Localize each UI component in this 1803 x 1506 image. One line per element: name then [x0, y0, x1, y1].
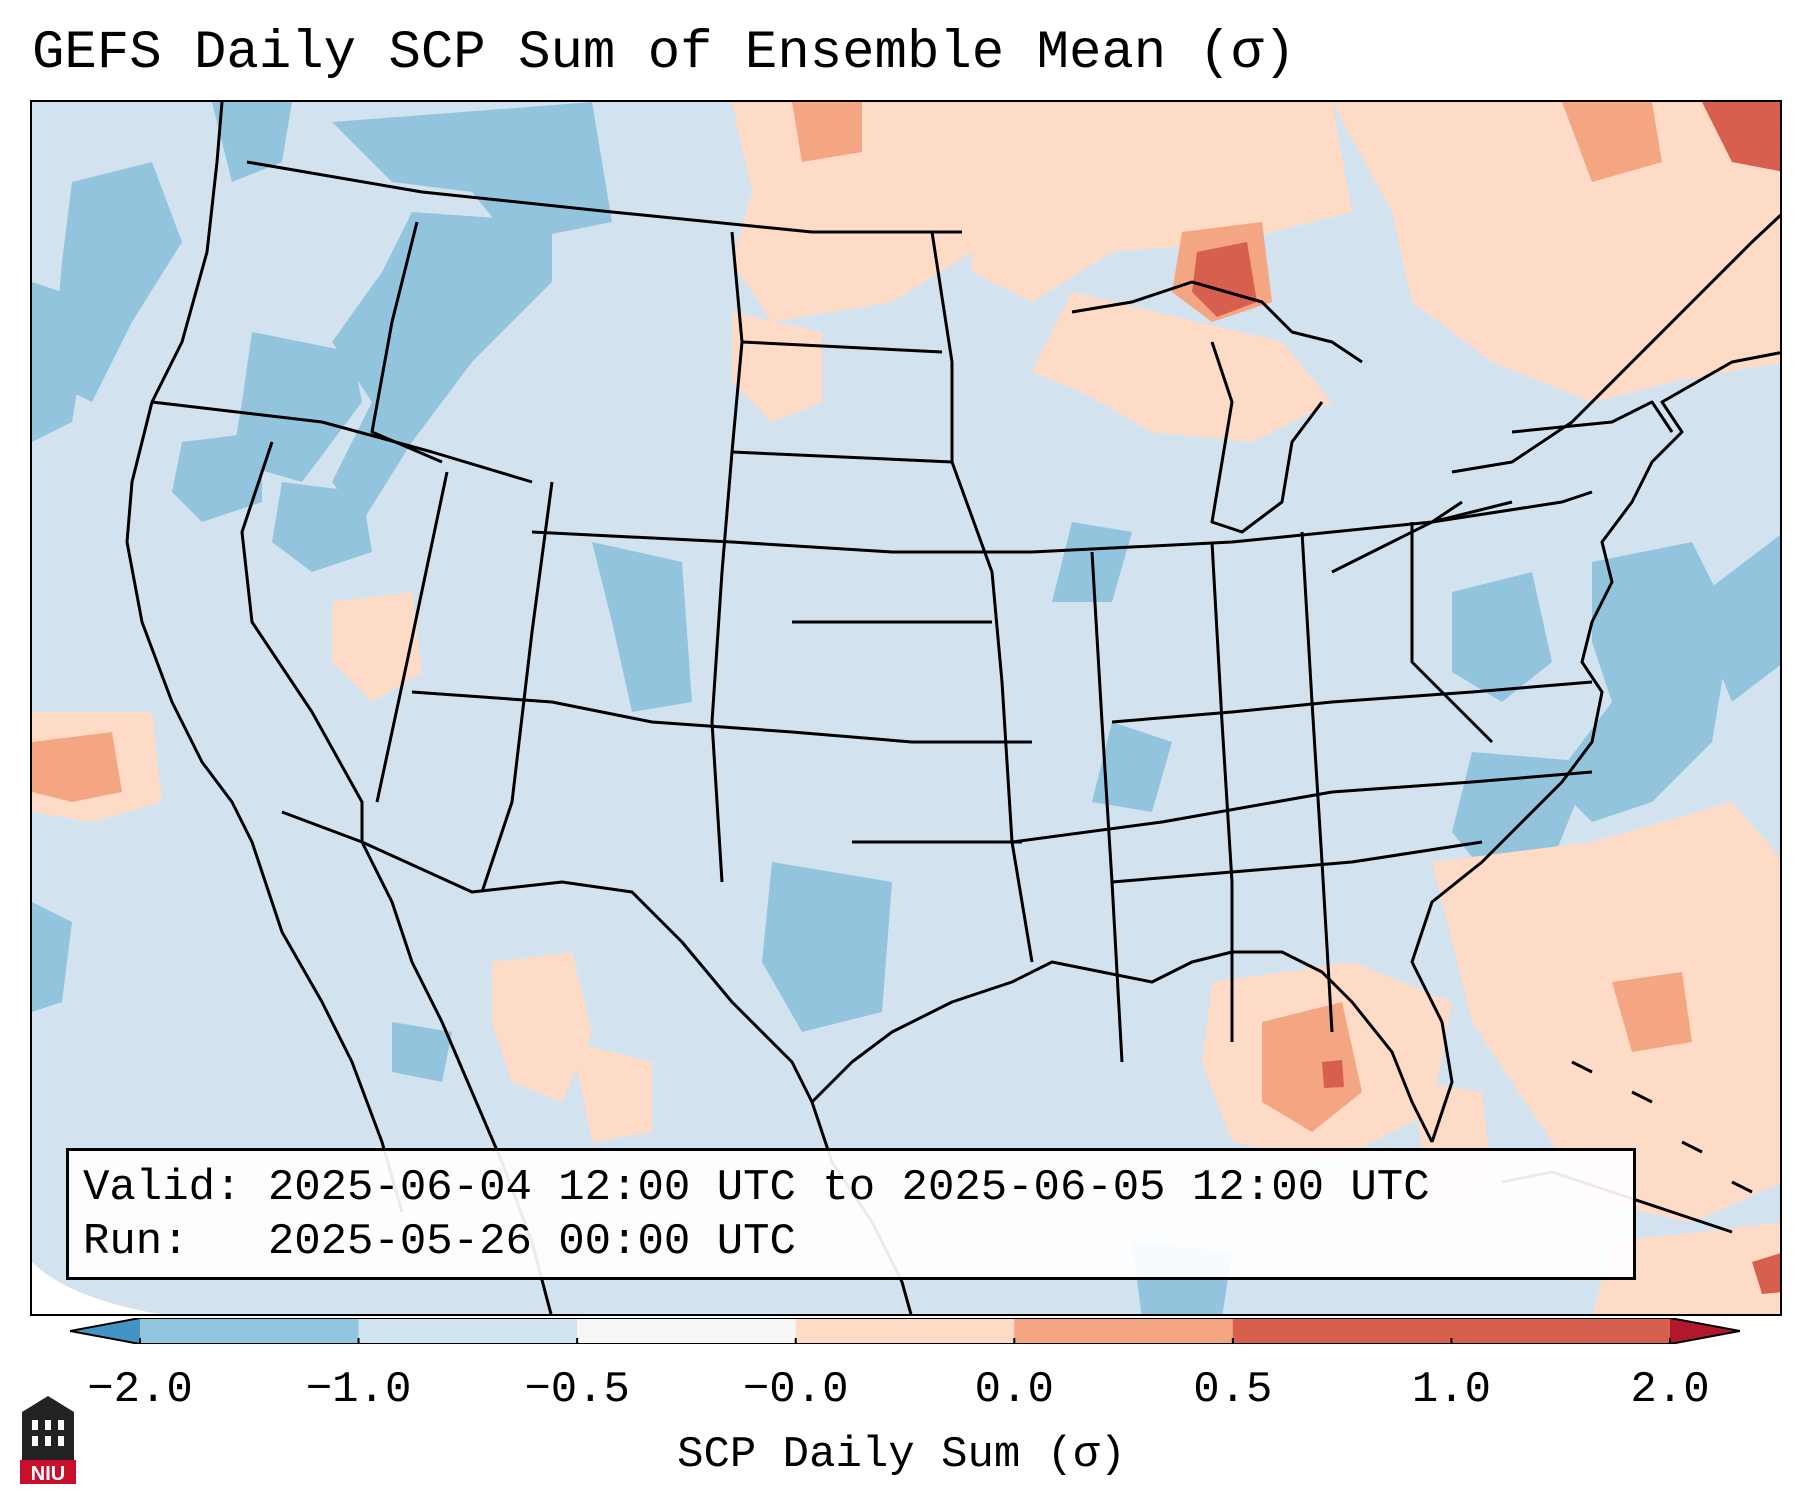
us-mexico-border [281, 810, 814, 1103]
colorbar-tick-label: −2.0 [87, 1365, 193, 1415]
colorbar-tick-label: 2.0 [1630, 1365, 1710, 1415]
border-nv-ut [375, 471, 449, 803]
border-36n [411, 690, 1032, 744]
negative-anomaly-regions [32, 102, 1780, 1314]
border-new-england [1511, 400, 1674, 434]
border-mo-il [1090, 551, 1124, 1063]
border-or-ca-nv [151, 400, 533, 484]
atlantic-coastline [1410, 351, 1780, 1143]
lake-michigan-huron-shore [1210, 341, 1324, 534]
lake-superior-shore [1071, 280, 1363, 364]
colorbar-bin [1451, 1318, 1670, 1344]
off-domain-area [32, 1262, 158, 1314]
niu-logo: NIU [20, 1396, 76, 1485]
scp-map [32, 102, 1780, 1314]
border-nd-sd [741, 340, 943, 354]
colorbar-bin [1014, 1318, 1234, 1344]
gulf-coastline [810, 950, 1434, 1143]
border-104w [710, 231, 744, 883]
page-title: GEFS Daily SCP Sum of Ensemble Mean (σ) [32, 23, 1296, 84]
colorbar-bin [1232, 1318, 1452, 1344]
map-panel[interactable] [30, 100, 1782, 1316]
border-wv-va [1410, 522, 1494, 744]
run-time-text: Run: 2025-05-26 00:00 UTC [83, 1217, 796, 1267]
border-oh-ga [1300, 531, 1334, 1033]
border-ut-az [480, 481, 554, 893]
colorbar-tick-label: −1.0 [305, 1365, 412, 1415]
border-midwest [1031, 500, 1513, 554]
logo-text: NIU [31, 1463, 65, 1485]
border-pa-ny [1431, 490, 1593, 524]
colorbar [70, 1318, 1740, 1344]
colorbar-extend-min [70, 1318, 140, 1344]
bahamas-islands [1571, 1060, 1753, 1194]
strong-positive-regions [1192, 102, 1780, 1294]
canada-border-west [246, 160, 962, 234]
colorbar-tick-label: −0.5 [524, 1365, 630, 1415]
colorbar-tick-label: 0.0 [974, 1365, 1054, 1415]
colorbar-bin [795, 1318, 1015, 1344]
colorbar-label: SCP Daily Sum (σ) [677, 1430, 1126, 1480]
colorbar-extend-max [1670, 1318, 1740, 1344]
border-in-ky-al [1210, 541, 1234, 1042]
west-coastline [125, 102, 254, 843]
border-ky-va [1111, 680, 1593, 724]
valid-time-text: Valid: 2025-06-04 12:00 UTC to 2025-06-0… [83, 1163, 1430, 1213]
colorbar-tick-label: −0.0 [742, 1365, 849, 1415]
colorbar-bin [358, 1318, 578, 1344]
colorbar-bin [140, 1318, 360, 1344]
border-41n [531, 530, 1032, 554]
st-lawrence [1451, 213, 1780, 474]
border-sd-ne [731, 450, 953, 464]
colorbar-tick-label: 0.5 [1193, 1365, 1273, 1415]
border-id [370, 221, 443, 464]
valid-run-info-box: Valid: 2025-06-04 12:00 UTC to 2025-06-0… [66, 1148, 1636, 1280]
border-tn [1011, 770, 1593, 844]
logo-banner [20, 1460, 76, 1484]
colorbar-tick-label: 1.0 [1411, 1365, 1492, 1415]
border-ms-al-ga [1111, 840, 1483, 884]
colorbar-bin [577, 1318, 797, 1344]
border-ca-nv [240, 441, 364, 842]
